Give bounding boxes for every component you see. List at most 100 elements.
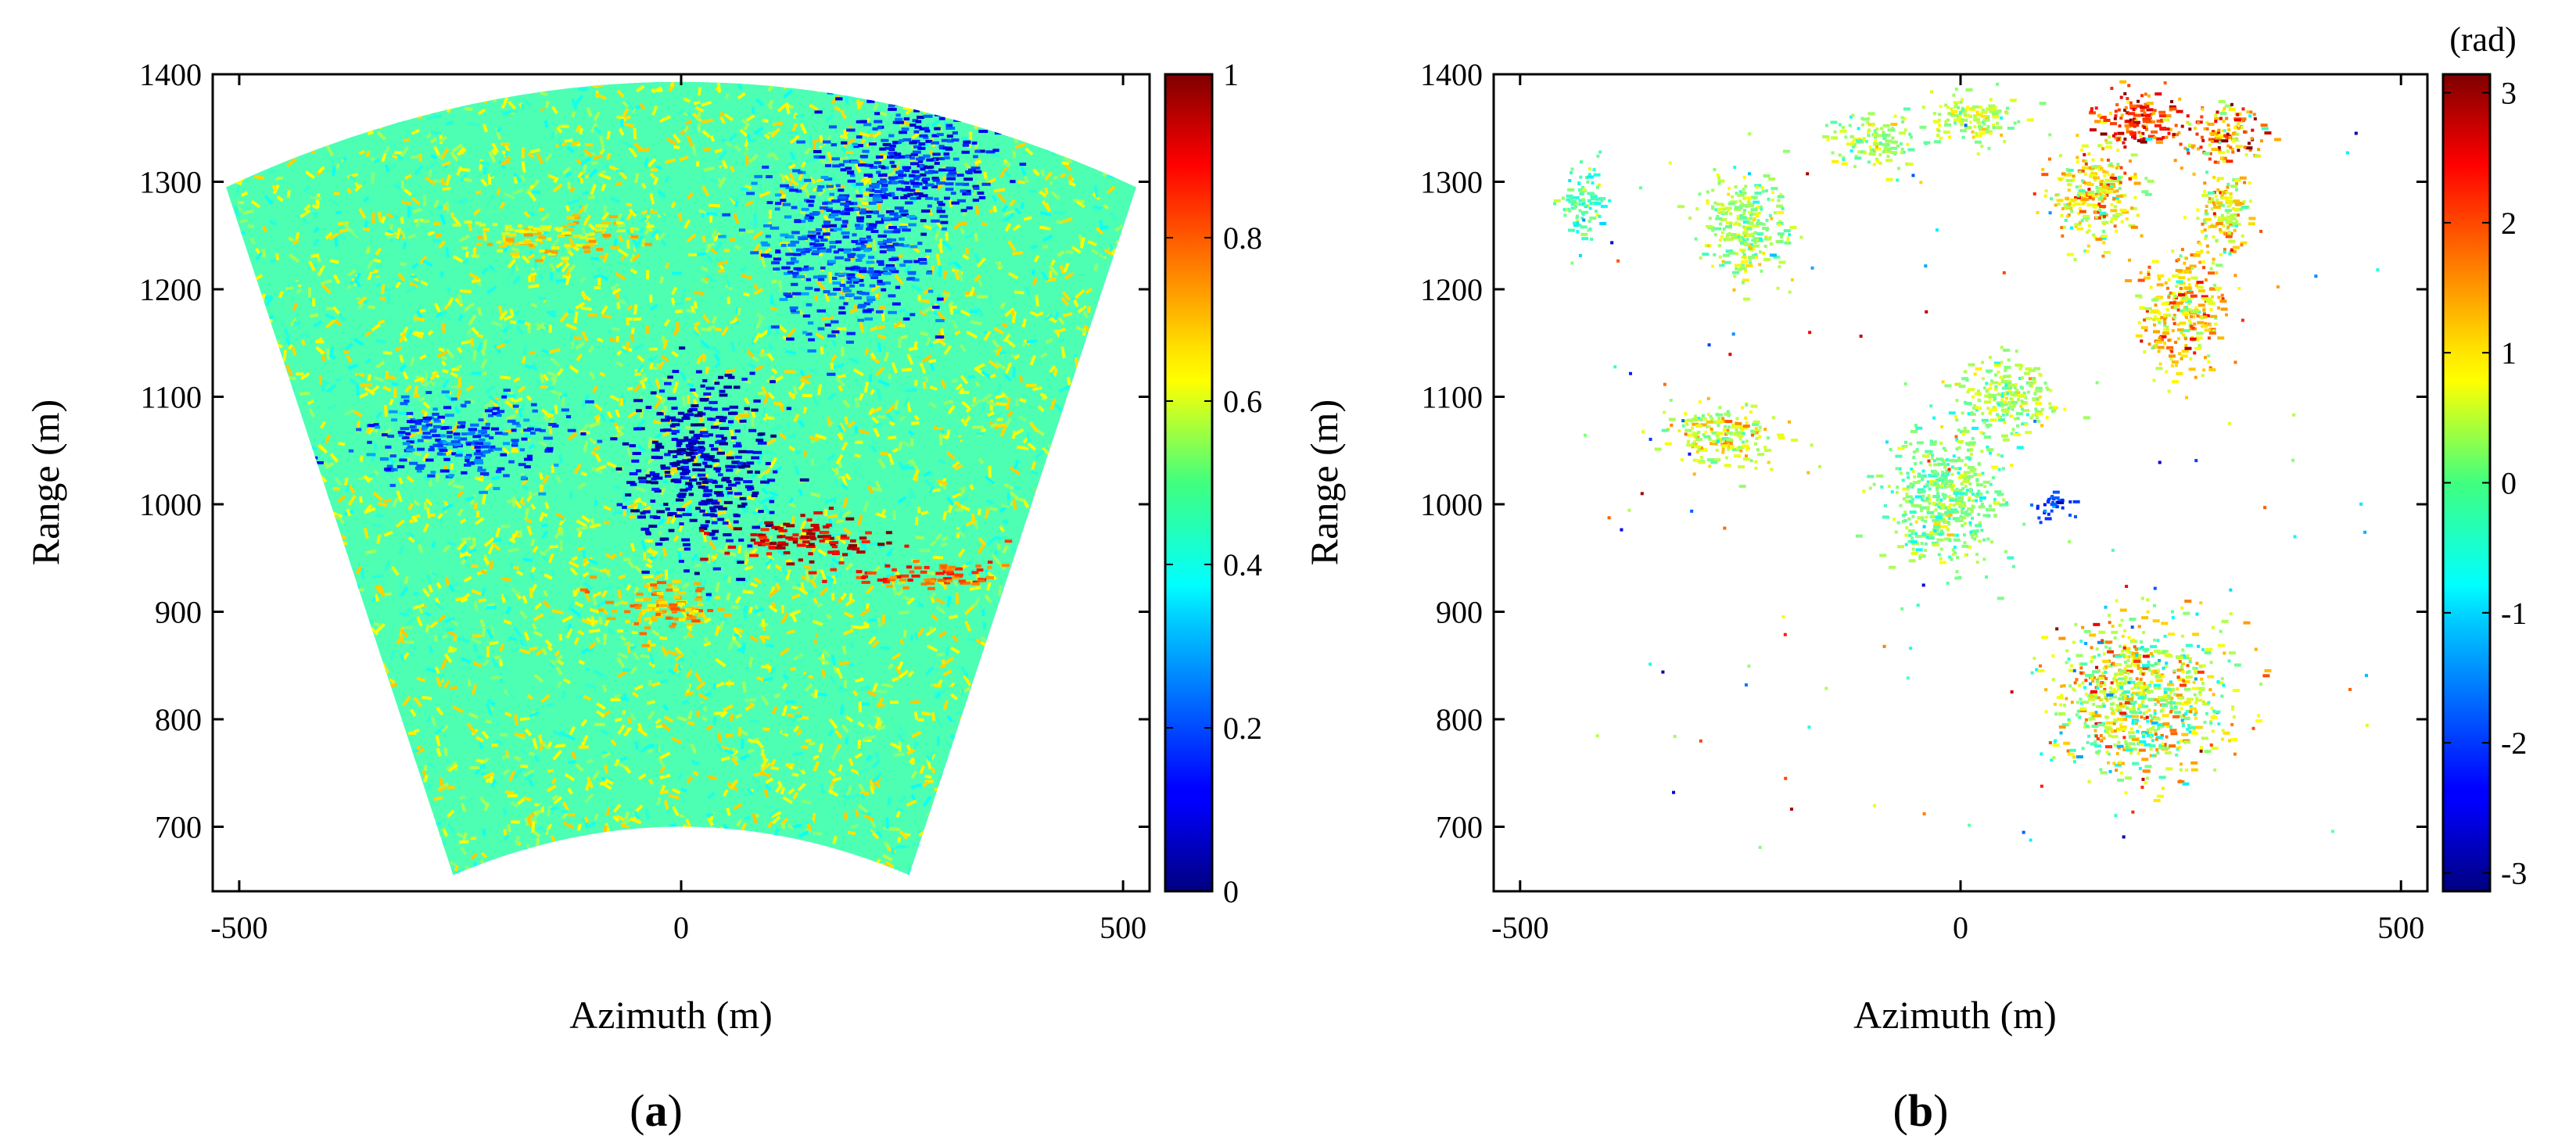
scatter-point xyxy=(1997,403,2001,407)
scatter-point xyxy=(2165,370,2169,374)
scatter-point xyxy=(2226,159,2233,163)
scatter-point xyxy=(2157,722,2165,726)
scatter-point xyxy=(1907,529,1915,533)
scatter-point xyxy=(2036,504,2040,508)
scatter-point xyxy=(2135,677,2139,681)
scatter-point xyxy=(1989,482,1993,486)
scatter-point xyxy=(1968,120,1972,124)
scatter-point xyxy=(2225,235,2233,238)
scatter-point xyxy=(1943,448,1947,452)
scatter-point xyxy=(1824,686,1828,690)
scatter-point xyxy=(2137,625,2141,629)
scatter-point xyxy=(1867,130,1871,134)
scatter-point xyxy=(1993,388,1997,392)
scatter-point xyxy=(2004,550,2007,554)
scatter-point xyxy=(1695,450,1699,453)
scatter-point xyxy=(2141,704,2149,708)
scatter-point xyxy=(2348,687,2352,691)
scatter-point xyxy=(1768,177,1776,181)
scatter-point xyxy=(1915,449,1919,453)
scatter-point xyxy=(2096,704,2104,708)
scatter-point xyxy=(2208,197,2212,201)
scatter-point xyxy=(2180,166,2183,170)
scatter-point xyxy=(2180,665,2183,669)
scatter-point xyxy=(1699,739,1702,743)
scatter-point xyxy=(2147,179,2154,183)
scatter-point xyxy=(2139,711,2143,715)
scatter-point xyxy=(2025,367,2032,371)
scatter-point xyxy=(2165,735,2169,739)
scatter-point xyxy=(1753,241,1757,245)
scatter-point xyxy=(1992,476,1996,480)
scatter-point xyxy=(1735,267,1738,271)
scatter-point xyxy=(1649,662,1652,666)
scatter-point xyxy=(2054,712,2058,716)
scatter-point xyxy=(2168,701,2176,705)
scatter-point xyxy=(2180,718,2184,722)
scatter-point xyxy=(2072,178,2076,182)
scatter-point xyxy=(2163,324,2167,328)
scatter-point xyxy=(2258,683,2262,686)
scatter-point xyxy=(2221,297,2225,301)
scatter-point xyxy=(2142,667,2150,671)
scatter-point xyxy=(2052,743,2060,747)
scatter-point xyxy=(1600,199,1604,202)
panel-b-cbar-tick-label: 0 xyxy=(2501,466,2517,501)
scatter-point xyxy=(1713,253,1717,256)
scatter-point xyxy=(2128,112,2136,116)
scatter-point xyxy=(1937,553,1941,557)
scatter-point xyxy=(2218,141,2222,145)
scatter-point xyxy=(1746,217,1750,220)
scatter-point xyxy=(2187,283,2191,287)
scatter-point xyxy=(2149,714,2153,718)
scatter-point xyxy=(1744,185,1748,188)
scatter-point xyxy=(1839,129,1847,133)
scatter-point xyxy=(2222,683,2226,687)
scatter-point xyxy=(2159,725,2163,729)
scatter-point xyxy=(1908,533,1912,537)
scatter-point xyxy=(2110,209,2118,213)
scatter-point xyxy=(2160,338,2164,342)
scatter-point xyxy=(2041,167,2045,171)
scatter-point xyxy=(1716,437,1720,441)
scatter-point xyxy=(2029,416,2033,420)
scatter-point xyxy=(1922,525,1926,529)
scatter-point xyxy=(2129,177,2133,181)
scatter-point xyxy=(1860,123,1864,127)
scatter-point xyxy=(1928,463,1932,467)
scatter-point xyxy=(1935,503,1943,507)
scatter-point xyxy=(2237,127,2241,131)
scatter-point xyxy=(1595,213,1599,217)
scatter-point xyxy=(1756,212,1760,216)
scatter-point xyxy=(2189,705,2193,709)
scatter-point xyxy=(2087,228,2091,232)
panel-b-ytick-label: 1200 xyxy=(1420,272,1483,307)
scatter-point xyxy=(2140,692,2144,696)
scatter-point xyxy=(1975,478,1979,482)
scatter-point xyxy=(2124,680,2128,684)
scatter-point xyxy=(2185,643,2193,647)
scatter-point xyxy=(1573,206,1577,210)
scatter-point xyxy=(1581,210,1589,214)
scatter-point xyxy=(2181,349,2189,353)
scatter-point xyxy=(1938,503,1946,507)
scatter-point xyxy=(2078,206,2082,210)
scatter-point xyxy=(1986,115,1990,119)
scatter-point xyxy=(1914,504,1922,508)
scatter-point xyxy=(1982,538,1986,542)
scatter-point xyxy=(1582,218,1586,222)
scatter-point xyxy=(1975,493,1983,496)
scatter-point xyxy=(2208,225,2212,229)
scatter-point xyxy=(2213,768,2217,772)
scatter-point xyxy=(1957,446,1961,450)
scatter-point xyxy=(2074,622,2078,626)
scatter-point xyxy=(1916,604,1920,607)
scatter-point xyxy=(1936,488,1939,492)
scatter-point xyxy=(1920,475,1924,478)
panel-a-features xyxy=(308,81,1030,647)
scatter-point xyxy=(1903,513,1907,517)
scatter-point xyxy=(2230,185,2238,188)
scatter-point xyxy=(2099,205,2107,209)
scatter-point xyxy=(2230,213,2237,217)
scatter-point xyxy=(1987,146,1991,150)
